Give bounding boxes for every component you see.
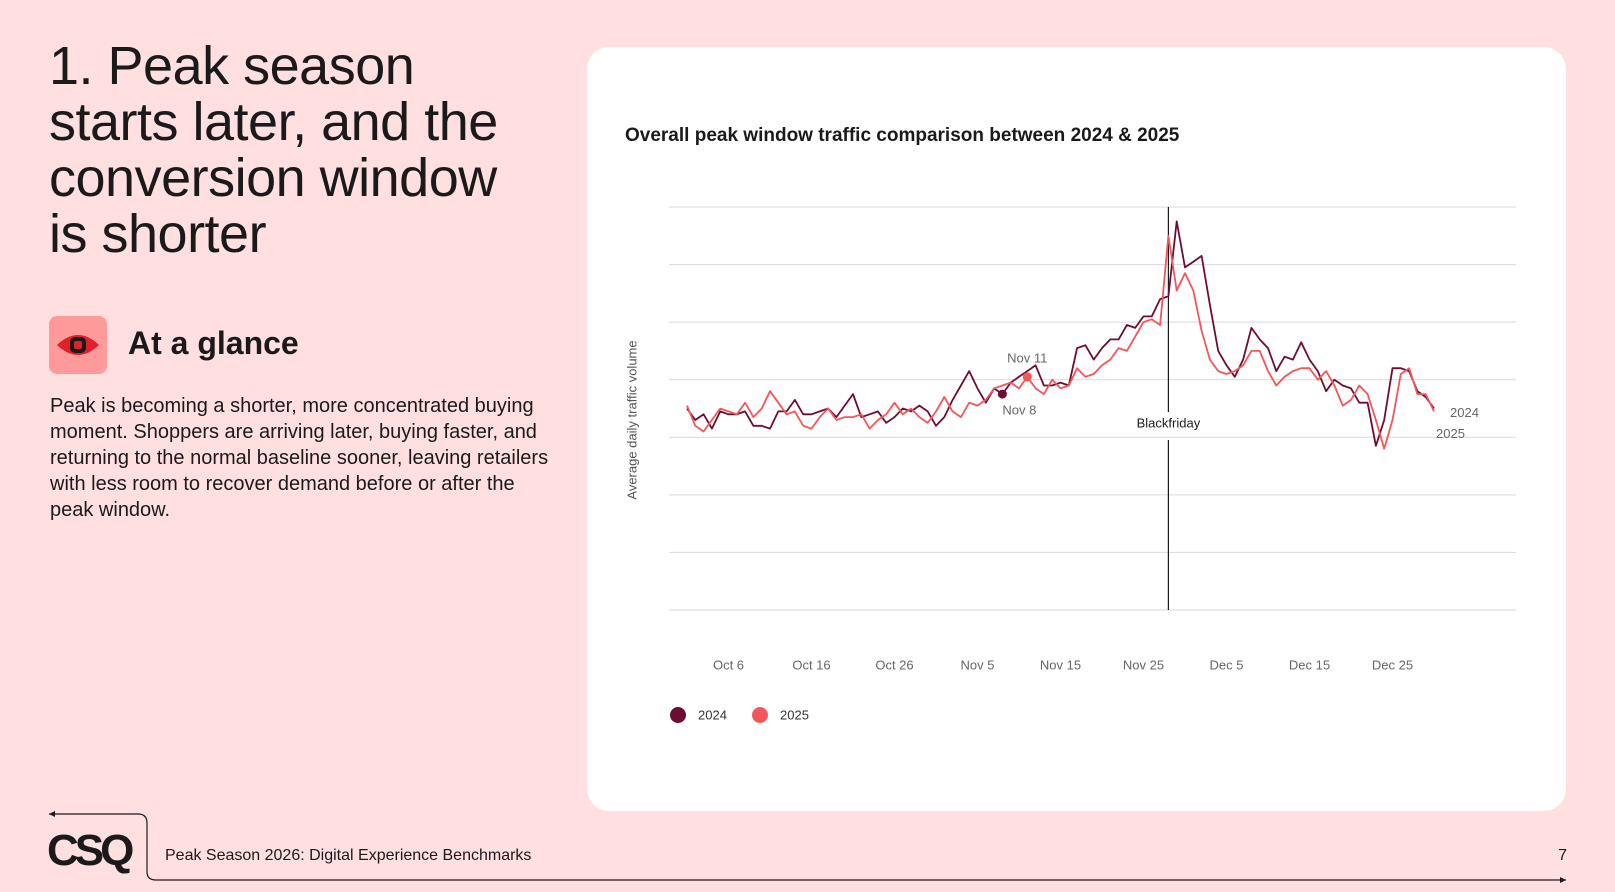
eye-svg	[57, 335, 99, 355]
section-heading: At a glance	[128, 325, 299, 361]
chart-title: Overall peak window traffic comparison b…	[625, 125, 1180, 146]
x-tick-label: Nov 25	[1123, 657, 1164, 672]
highlight-point	[1022, 372, 1032, 382]
x-tick-label: Dec 15	[1289, 657, 1330, 672]
highlight-label: Nov 8	[1002, 403, 1036, 418]
slide-title: 1. Peak season starts later, and the con…	[49, 36, 498, 264]
series-line	[686, 220, 1435, 447]
series-line	[686, 234, 1435, 450]
eye-icon	[49, 316, 107, 374]
x-tick-label: Oct 26	[875, 657, 913, 672]
legend-swatch	[752, 707, 768, 723]
series-end-label: 2025	[1436, 426, 1465, 441]
y-axis-label: Average daily traffic volume	[624, 340, 639, 499]
annotation-label: Blackfriday	[1137, 415, 1201, 430]
highlight-point	[997, 389, 1007, 399]
x-tick-label: Oct 6	[713, 657, 744, 672]
body-text: Peak is becoming a shorter, more concent…	[50, 395, 549, 521]
legend-swatch	[670, 707, 686, 723]
x-tick-label: Dec 5	[1210, 657, 1244, 672]
x-tick-label: Nov 5	[961, 657, 995, 672]
chart-card	[587, 47, 1566, 811]
footer-text: Peak Season 2026: Digital Experience Ben…	[165, 847, 532, 864]
series-end-label: 2024	[1450, 405, 1479, 420]
x-tick-label: Dec 25	[1372, 657, 1413, 672]
page-number: 7	[1558, 847, 1567, 864]
legend-label: 2024	[698, 707, 727, 722]
logo: CSQ	[47, 826, 134, 875]
highlight-label: Nov 11	[1007, 350, 1047, 365]
x-tick-label: Nov 15	[1040, 657, 1081, 672]
x-tick-label: Oct 16	[792, 657, 830, 672]
legend-label: 2025	[780, 707, 809, 722]
